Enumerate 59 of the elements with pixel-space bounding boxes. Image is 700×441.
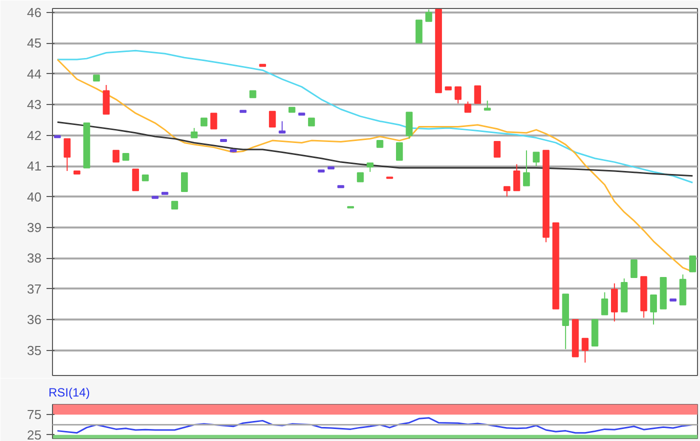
candlestick: [240, 110, 246, 113]
candlestick: [611, 282, 618, 322]
candlestick: [454, 86, 462, 104]
candlestick: [298, 112, 306, 116]
candlestick: [337, 185, 344, 188]
y-tick-label: 44: [27, 66, 42, 82]
candlestick: [650, 294, 657, 326]
candlestick: [416, 20, 422, 44]
candlestick: [54, 135, 61, 138]
line-series: [56, 58, 694, 272]
y-tick-label: 43: [27, 97, 42, 112]
y-tick-label: 45: [27, 36, 42, 51]
candlestick: [278, 120, 286, 134]
y-tick-label: 41: [27, 158, 42, 174]
candlestick: [161, 192, 168, 195]
y-tick-label: 39: [27, 220, 42, 235]
candlestick: [64, 138, 71, 172]
candlestick: [670, 298, 676, 302]
y-tick-label: 38: [27, 250, 42, 266]
candlestick: [328, 166, 334, 170]
candlestick: [318, 169, 325, 172]
candlestick: [259, 64, 266, 67]
candlestick: [112, 150, 120, 163]
candlestick: [425, 8, 432, 22]
line-series: [56, 50, 694, 184]
candlestick: [582, 338, 589, 364]
y-tick-label: 40: [27, 189, 42, 204]
candlestick: [396, 142, 403, 161]
candlestick: [630, 260, 638, 278]
candlestick: [181, 172, 188, 192]
candlestick: [132, 168, 139, 192]
candlestick: [268, 110, 276, 128]
candlestick: [406, 112, 413, 140]
candlestick: [230, 149, 237, 152]
y-tick-label: 46: [27, 4, 42, 20]
y-tick-label: 25: [27, 427, 42, 441]
line-series: [56, 121, 694, 177]
y-tick-label: 37: [27, 281, 42, 296]
candlestick: [601, 292, 608, 316]
candlestick: [190, 127, 198, 138]
y-tick-label: 42: [27, 128, 42, 143]
line-series: [56, 417, 694, 434]
candlestick: [464, 101, 472, 113]
candlestick: [504, 186, 510, 197]
y-tick-label: 36: [27, 312, 42, 328]
candlestick: [484, 100, 491, 111]
candlestick: [152, 196, 159, 199]
y-tick-label: 35: [27, 342, 42, 358]
candlestick: [532, 152, 540, 167]
candlestick: [474, 85, 482, 104]
candlestick: [689, 256, 696, 272]
candlestick: [210, 112, 218, 130]
candlestick: [494, 140, 501, 158]
candlestick: [220, 139, 227, 142]
candlestick: [523, 150, 530, 186]
candlestick: [513, 164, 520, 192]
y-tick-label: 75: [27, 407, 42, 422]
candlestick: [102, 84, 110, 115]
chart-title: RSI(14): [48, 386, 90, 400]
